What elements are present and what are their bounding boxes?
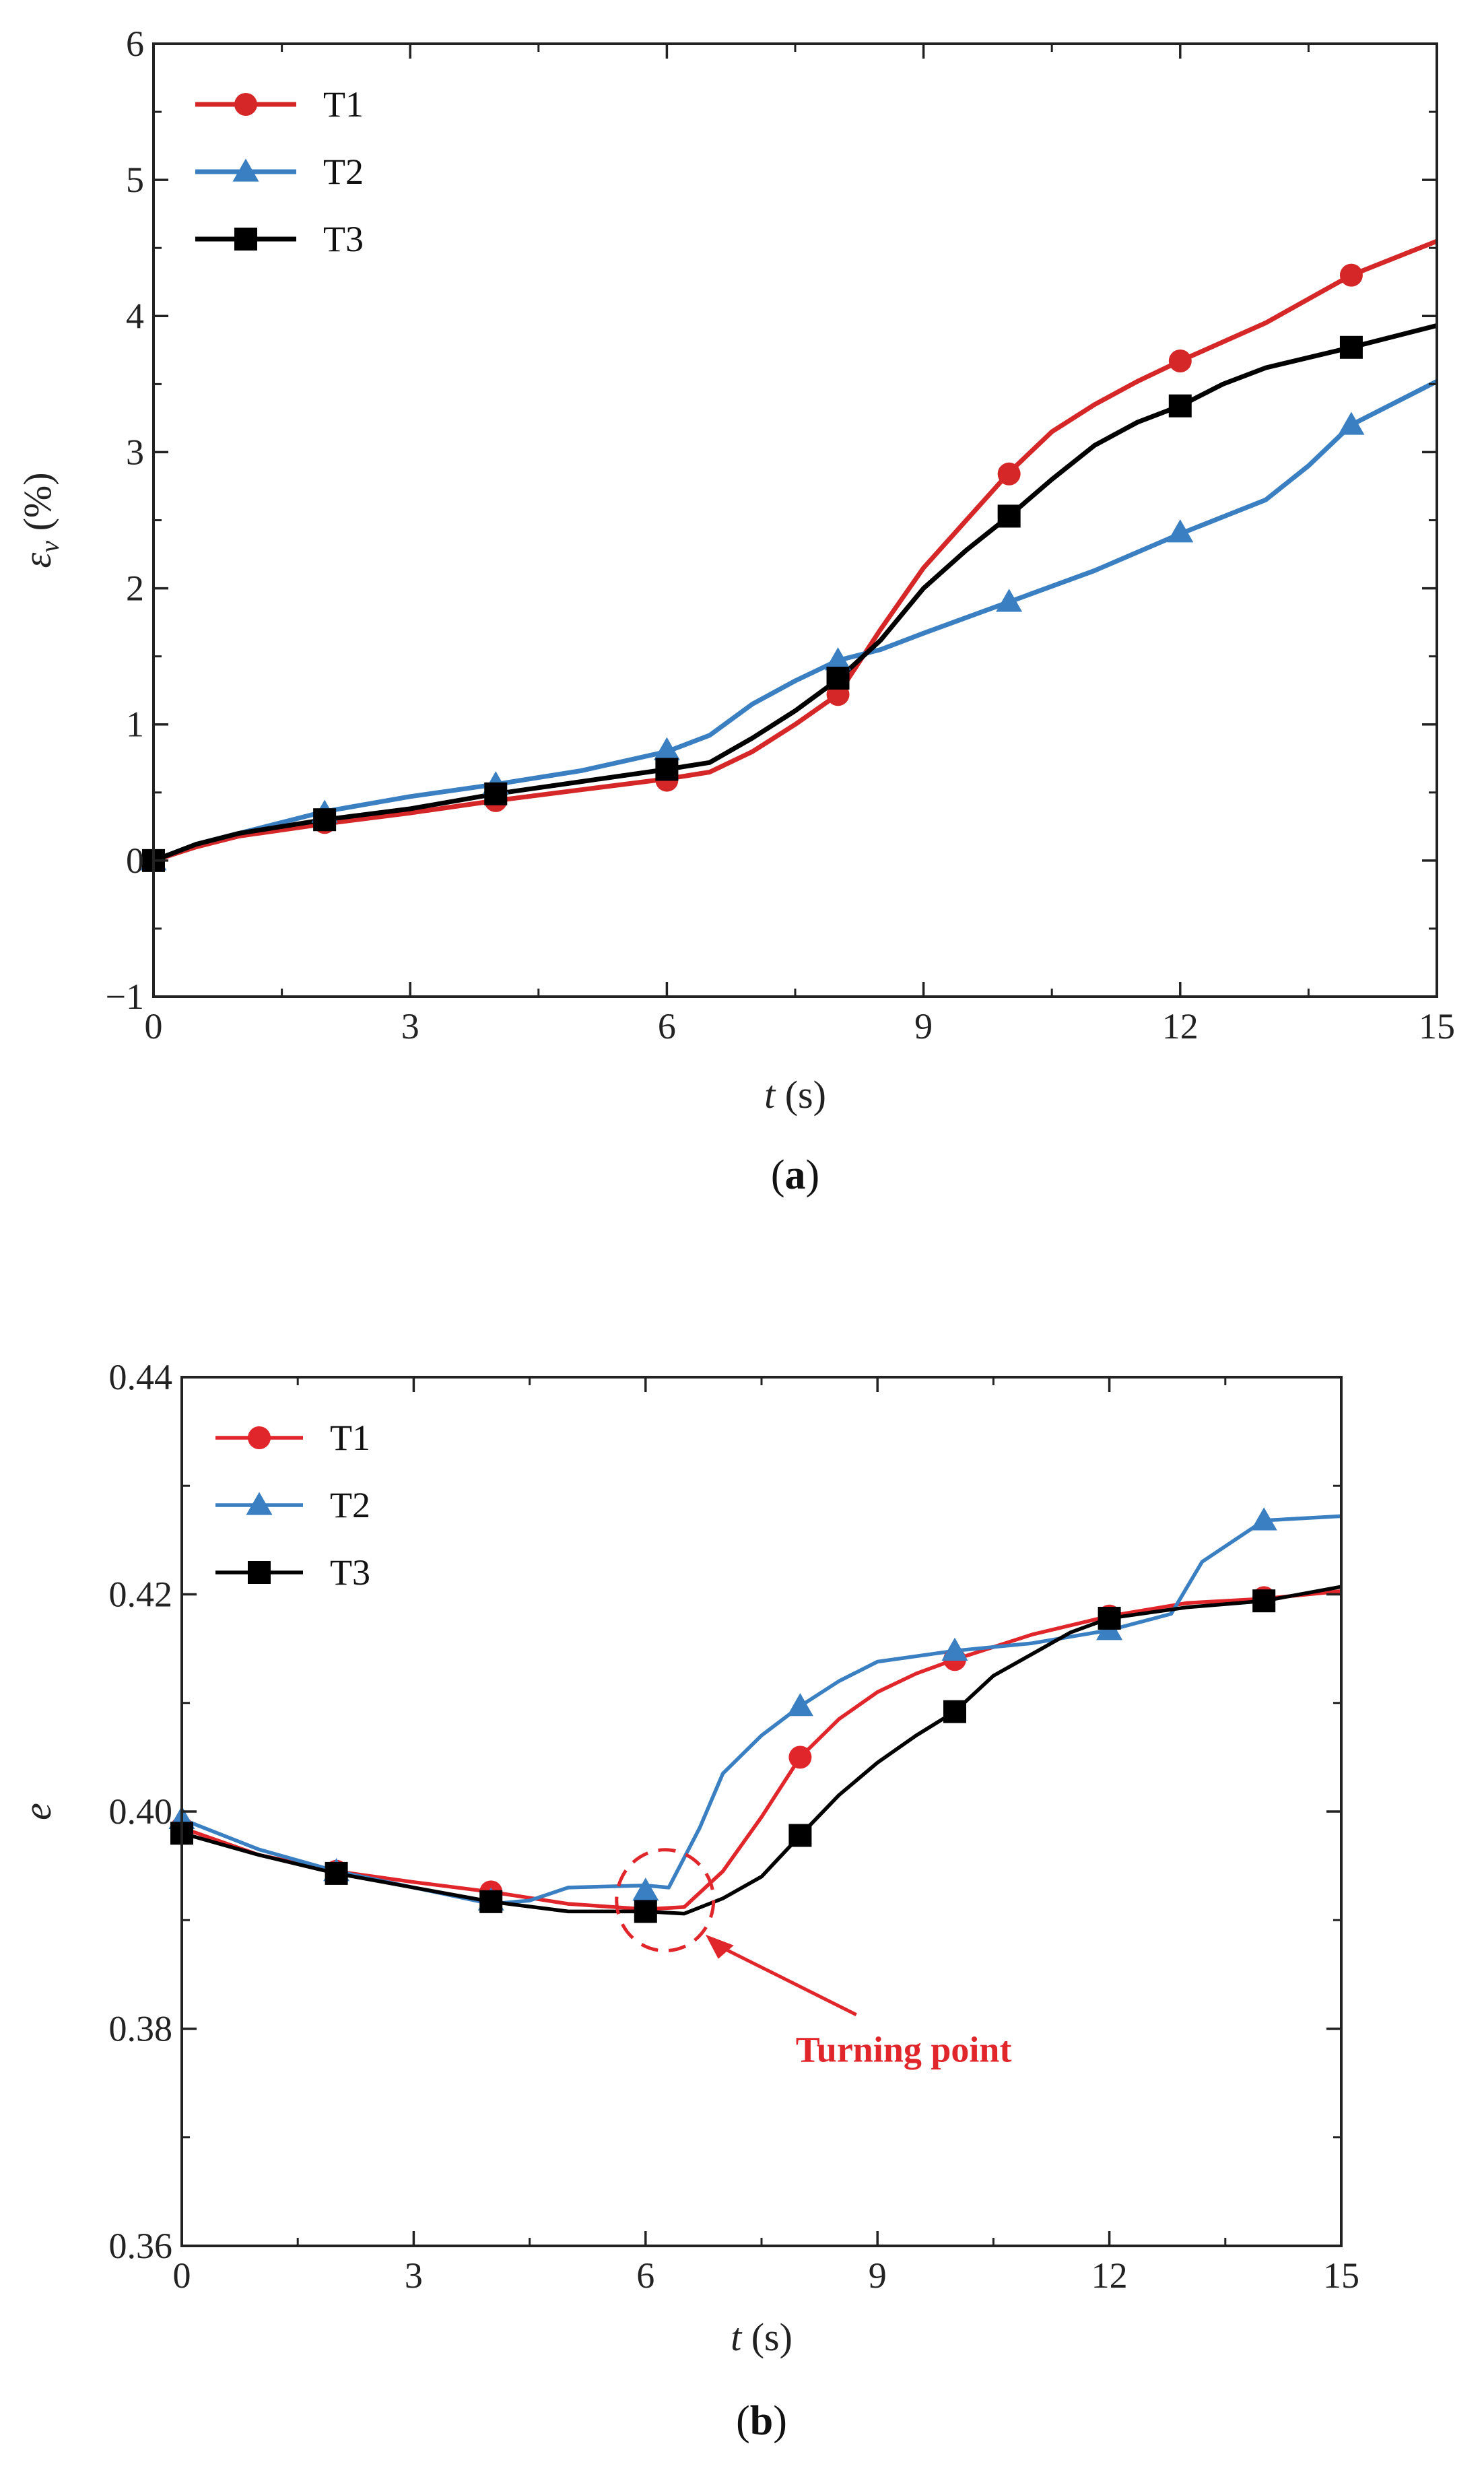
legend-marker-T3	[234, 228, 257, 251]
data-point-T2	[824, 647, 852, 671]
y-tick-label: 3	[126, 432, 144, 472]
data-point-T3	[1098, 1606, 1121, 1630]
y-tick-label: 0.44	[109, 1357, 173, 1397]
legend-marker-T3	[248, 1561, 271, 1584]
x-tick-label: 12	[1091, 2255, 1128, 2296]
x-tick-label: 12	[1162, 1006, 1199, 1047]
legend-label-T1: T1	[323, 84, 364, 125]
panel-label: (b)	[736, 2398, 787, 2444]
x-axis-label: t (s)	[731, 2315, 792, 2359]
x-tick-label: 3	[405, 2255, 423, 2296]
y-tick-label: 0.36	[109, 2226, 173, 2266]
legend-marker-T2	[232, 158, 259, 182]
y-tick-label: 4	[126, 296, 144, 336]
y-axis-label: e	[15, 1803, 59, 1820]
data-point-T3	[634, 1900, 657, 1923]
data-point-T1	[1168, 349, 1192, 372]
series-line-T2	[154, 379, 1437, 863]
data-point-T1	[997, 462, 1021, 486]
data-point-T3	[826, 666, 850, 690]
data-point-T3	[484, 782, 508, 805]
data-point-T3	[655, 758, 679, 781]
annotation-text: Turning point	[796, 2030, 1012, 2070]
data-point-T3	[788, 1824, 812, 1847]
data-point-T2	[786, 1693, 813, 1717]
data-point-T3	[313, 808, 337, 832]
series-line-T1	[182, 1589, 1341, 1911]
x-tick-label: 15	[1323, 2255, 1359, 2296]
data-point-T3	[943, 1700, 966, 1723]
y-tick-label: 6	[126, 24, 144, 64]
legend-marker-T2	[246, 1492, 273, 1515]
legend: T1 T2 T3	[215, 1418, 370, 1593]
series-line-T3	[182, 1585, 1341, 1916]
data-point-T3	[1252, 1589, 1276, 1613]
legend-marker-T1	[234, 93, 257, 116]
data-point-T2	[1167, 519, 1194, 543]
y-axis-label: εv (%)	[15, 472, 65, 568]
legend-marker-T1	[248, 1426, 271, 1449]
legend-label-T2: T2	[330, 1485, 370, 1525]
data-point-T3	[325, 1861, 348, 1885]
data-point-T3	[1339, 335, 1363, 359]
y-tick-label: −1	[106, 976, 144, 1017]
data-point-T2	[1250, 1507, 1277, 1531]
data-point-T2	[1338, 411, 1365, 435]
data-point-T1	[1339, 263, 1363, 287]
legend-label-T2: T2	[323, 152, 364, 192]
y-tick-label: 1	[126, 704, 144, 745]
y-tick-label: 2	[126, 568, 144, 609]
x-tick-label: 9	[914, 1006, 933, 1047]
data-point-T2	[941, 1637, 968, 1661]
x-tick-label: 15	[1419, 1006, 1455, 1047]
x-tick-label: 0	[173, 2255, 191, 2296]
y-tick-label: 0.38	[109, 2009, 173, 2049]
legend-label-T3: T3	[323, 219, 364, 259]
data-point-T3	[479, 1890, 503, 1913]
x-axis-label: t (s)	[764, 1073, 826, 1117]
series-line-T3	[154, 323, 1437, 863]
x-tick-label: 0	[145, 1006, 163, 1047]
legend-label-T1: T1	[330, 1418, 370, 1458]
data-point-T2	[653, 737, 680, 760]
data-point-T2	[632, 1878, 659, 1901]
y-tick-label: 0.42	[109, 1574, 173, 1615]
data-point-T3	[997, 504, 1021, 528]
y-tick-label: 5	[126, 160, 144, 200]
x-tick-label: 9	[869, 2255, 887, 2296]
arrow-head	[705, 1934, 734, 1959]
series-line-T1	[154, 238, 1437, 863]
turning-point-circle	[615, 1848, 716, 1953]
data-point-T1	[788, 1746, 812, 1769]
panel-label: (a)	[771, 1152, 819, 1198]
legend-label-T3: T3	[330, 1552, 370, 1593]
legend: T1 T2 T3	[195, 84, 364, 259]
y-tick-label: 0	[126, 840, 144, 881]
y-tick-label: 0.40	[109, 1791, 173, 1832]
x-tick-label: 6	[658, 1006, 676, 1047]
turning-point-arrow	[714, 1942, 857, 2016]
chart-b: 0 3 6 9 12 150.360.380.400.420.44t (s)e(b)T1T…	[15, 1357, 1359, 2444]
data-point-T2	[996, 589, 1023, 612]
x-tick-label: 3	[401, 1006, 419, 1047]
x-tick-label: 6	[636, 2255, 654, 2296]
data-point-T3	[1168, 394, 1192, 418]
